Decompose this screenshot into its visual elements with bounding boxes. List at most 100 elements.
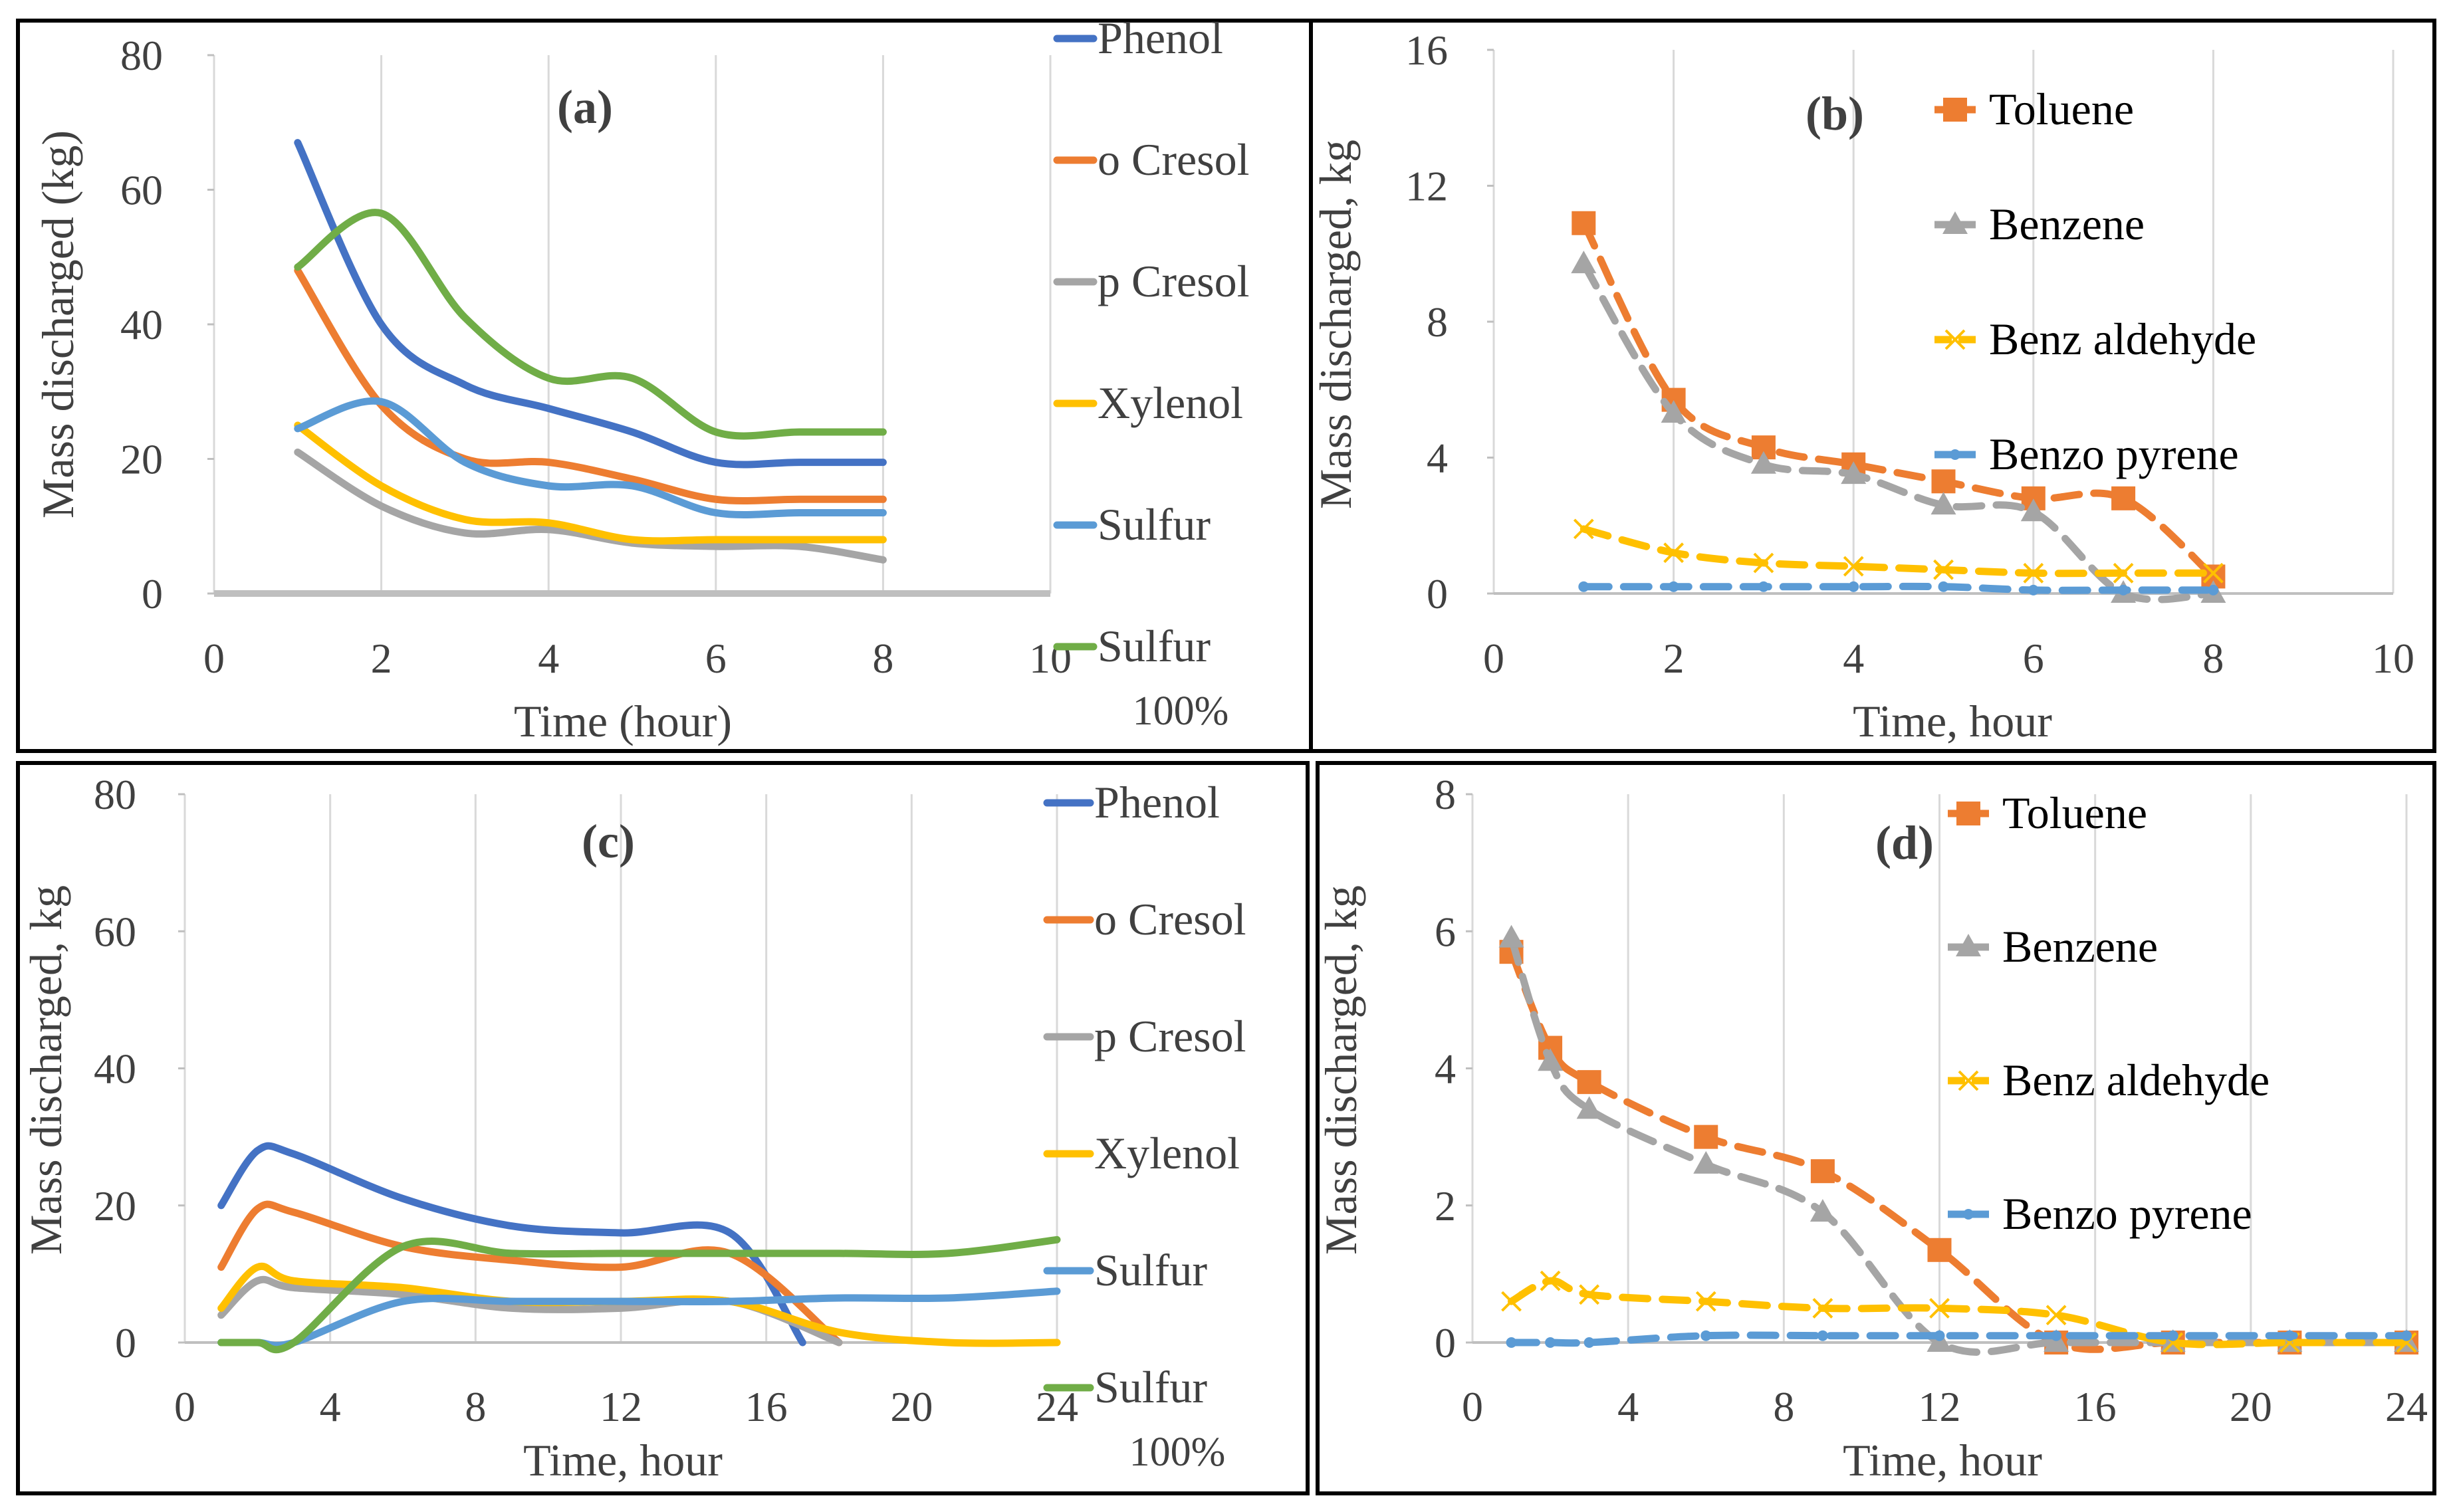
data-point <box>1938 581 1949 592</box>
series-line <box>294 397 887 519</box>
data-point <box>2401 1330 2412 1341</box>
data-point <box>1545 1337 1556 1348</box>
legend-marker <box>1963 1209 1974 1220</box>
y-tick-label: 12 <box>1405 163 1448 210</box>
data-point <box>1693 1150 1719 1174</box>
legend-item: Benz aldehyde <box>1934 314 2256 364</box>
series-line <box>1579 525 2217 578</box>
legend-label: Phenol <box>1094 777 1220 827</box>
data-point <box>1929 1298 1950 1319</box>
legend-label: Xylenol <box>1098 378 1243 428</box>
panel-d-frame <box>1316 761 2436 1495</box>
data-point <box>2111 486 2136 510</box>
legend-label: Benzo pyrene <box>1989 429 2239 479</box>
data-point <box>1753 552 1774 574</box>
legend-item: Phenol <box>1053 13 1223 63</box>
data-point <box>1848 581 1859 592</box>
legend-marker <box>1942 211 1968 234</box>
x-axis-title: Time, hour <box>1843 1435 2042 1485</box>
data-point <box>1538 1048 1564 1071</box>
series-xylenol <box>294 421 887 545</box>
data-point <box>1933 559 1954 580</box>
x-axis-title: Time (hour) <box>514 696 732 746</box>
data-point <box>1573 518 1594 540</box>
data-point <box>2046 1305 2067 1326</box>
y-axis-title: Mass discharged, kg <box>1310 140 1361 509</box>
y-tick-label: 20 <box>120 436 163 483</box>
legend-item: Sulfur <box>1053 499 1211 550</box>
y-tick-label: 8 <box>1427 298 1448 346</box>
legend-item: p Cresol <box>1043 1011 1246 1061</box>
x-tick-label: 4 <box>1617 1383 1639 1430</box>
legend-item: Benzo pyrene <box>1948 1188 2252 1239</box>
data-point <box>2051 1330 2062 1341</box>
data-point <box>1758 581 1769 592</box>
data-point <box>1663 542 1685 564</box>
x-tick-label: 24 <box>2385 1383 2428 1430</box>
x-axis-title: Time, hour <box>523 1435 723 1485</box>
data-point <box>1694 1125 1718 1149</box>
legend-label: Toluene <box>2002 788 2147 838</box>
legend-label: o Cresol <box>1098 134 1250 185</box>
x-tick-label: 6 <box>705 635 727 682</box>
y-tick-label: 6 <box>1435 908 1456 955</box>
data-point <box>2167 1330 2178 1341</box>
legend-label: o Cresol <box>1094 894 1246 944</box>
x-tick-label: 0 <box>1462 1383 1483 1430</box>
data-point <box>2023 562 2044 584</box>
legend-label: Sulfur <box>1094 1362 1207 1412</box>
y-tick-label: 40 <box>94 1045 136 1093</box>
x-tick-label: 12 <box>600 1383 642 1430</box>
series-o-cresol <box>294 267 887 505</box>
legend-item: p Cresol <box>1053 256 1250 306</box>
legend-item: o Cresol <box>1043 894 1246 944</box>
legend-item: Sulfur 100% <box>1043 1362 1226 1475</box>
x-tick-label: 4 <box>1843 635 1864 682</box>
series-benzene <box>1498 924 2419 1356</box>
series-line <box>294 139 887 469</box>
series-sulfur <box>294 397 887 519</box>
x-tick-label: 0 <box>203 635 225 682</box>
data-point <box>1501 1291 1522 1312</box>
legend-marker <box>1956 934 1981 956</box>
legend-label: Toluene <box>1989 84 2134 134</box>
y-axis-title: Mass discharged, kg <box>1316 885 1366 1255</box>
y-tick-label: 0 <box>1435 1319 1456 1366</box>
series-benzo-pyrene <box>1506 1330 2412 1348</box>
y-tick-label: 8 <box>1435 771 1456 818</box>
data-point <box>2118 584 2129 595</box>
data-point <box>1931 469 1956 494</box>
data-point <box>1817 1330 1828 1341</box>
x-axis-title: Time, hour <box>1853 696 2052 746</box>
series-toluene <box>1499 940 2418 1354</box>
x-tick-label: 8 <box>872 635 893 682</box>
y-tick-label: 4 <box>1427 435 1448 482</box>
legend-item: Sulfur <box>1043 1245 1207 1295</box>
data-point <box>1577 1070 1601 1095</box>
series-toluene <box>1572 211 2226 589</box>
legend-item: Benzo pyrene <box>1934 429 2239 479</box>
legend-label: Sulfur <box>1098 499 1211 550</box>
y-tick-label: 2 <box>1435 1182 1456 1230</box>
y-tick-label: 0 <box>1427 570 1448 617</box>
legend-label: Benzo pyrene <box>2002 1188 2252 1239</box>
series-line <box>217 1287 1061 1350</box>
data-point <box>2020 498 2046 522</box>
chart-b: 0 2 4 6 8 10 0 4 8 12 16 Time, hour Mass discharged,… <box>1310 27 2414 746</box>
series-sulfur <box>217 1287 1061 1350</box>
legend-label: 100% <box>1129 1430 1226 1475</box>
panel-label: (c) <box>582 815 635 868</box>
legend-label: Benz aldehyde <box>2002 1055 2270 1105</box>
legend-label: Sulfur <box>1094 1245 1207 1295</box>
x-tick-label: 10 <box>2372 635 2414 682</box>
data-point <box>1583 1337 1595 1348</box>
x-tick-label: 16 <box>2074 1383 2117 1430</box>
legend-marker <box>1944 329 1966 350</box>
data-point <box>1843 556 1864 577</box>
data-point <box>2113 562 2134 584</box>
legend-item: Phenol <box>1043 777 1220 827</box>
data-point <box>1810 1159 1835 1184</box>
data-point <box>1572 211 1596 235</box>
